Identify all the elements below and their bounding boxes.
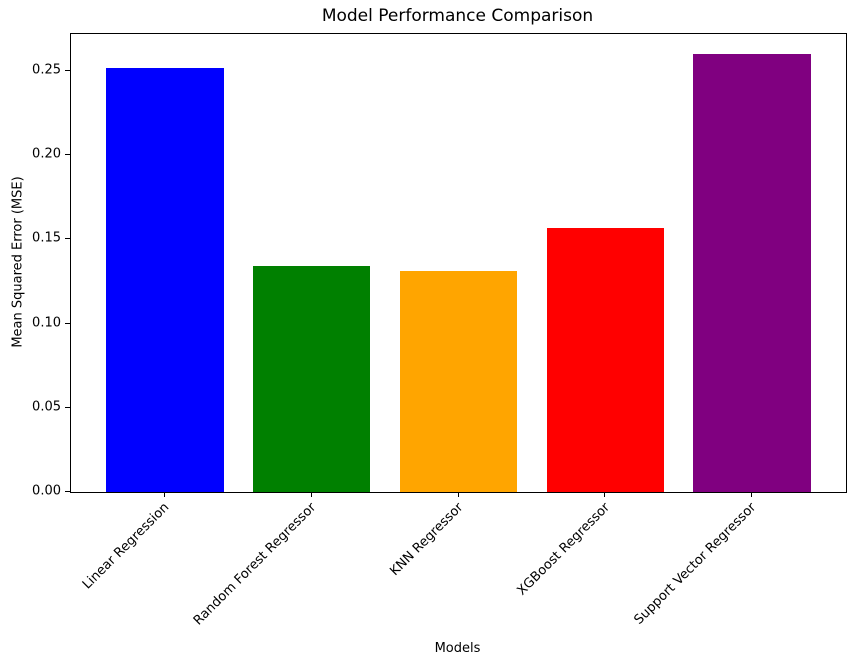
x-tick-label: XGBoost Regressor — [514, 500, 613, 599]
y-axis-label: Mean Squared Error (MSE) — [10, 176, 26, 348]
x-axis-label: Models — [434, 641, 481, 656]
bar-knn-regressor — [399, 271, 518, 492]
x-tick-label: Random Forest Regressor — [190, 500, 320, 629]
bar-xgboost-regressor — [546, 227, 664, 492]
plot-area — [70, 33, 847, 493]
chart-title: Model Performance Comparison — [321, 6, 594, 26]
y-tick-label: 0.05 — [32, 399, 61, 415]
x-tick-label: Linear Regression — [80, 500, 173, 593]
bar-random-forest-regressor — [253, 266, 371, 492]
y-tick-label: 0.20 — [32, 146, 61, 162]
x-tick-label: Support Vector Regressor — [631, 500, 760, 628]
bar-linear-regression — [106, 67, 224, 492]
x-tick-label: KNN Regressor — [387, 500, 467, 579]
y-tick-label: 0.00 — [32, 483, 61, 499]
y-tick-label: 0.25 — [32, 62, 61, 78]
bars-container — [71, 34, 846, 492]
bar-support-vector-regressor — [693, 54, 811, 492]
y-tick-label: 0.10 — [32, 315, 61, 331]
y-tick-label: 0.15 — [32, 230, 61, 246]
